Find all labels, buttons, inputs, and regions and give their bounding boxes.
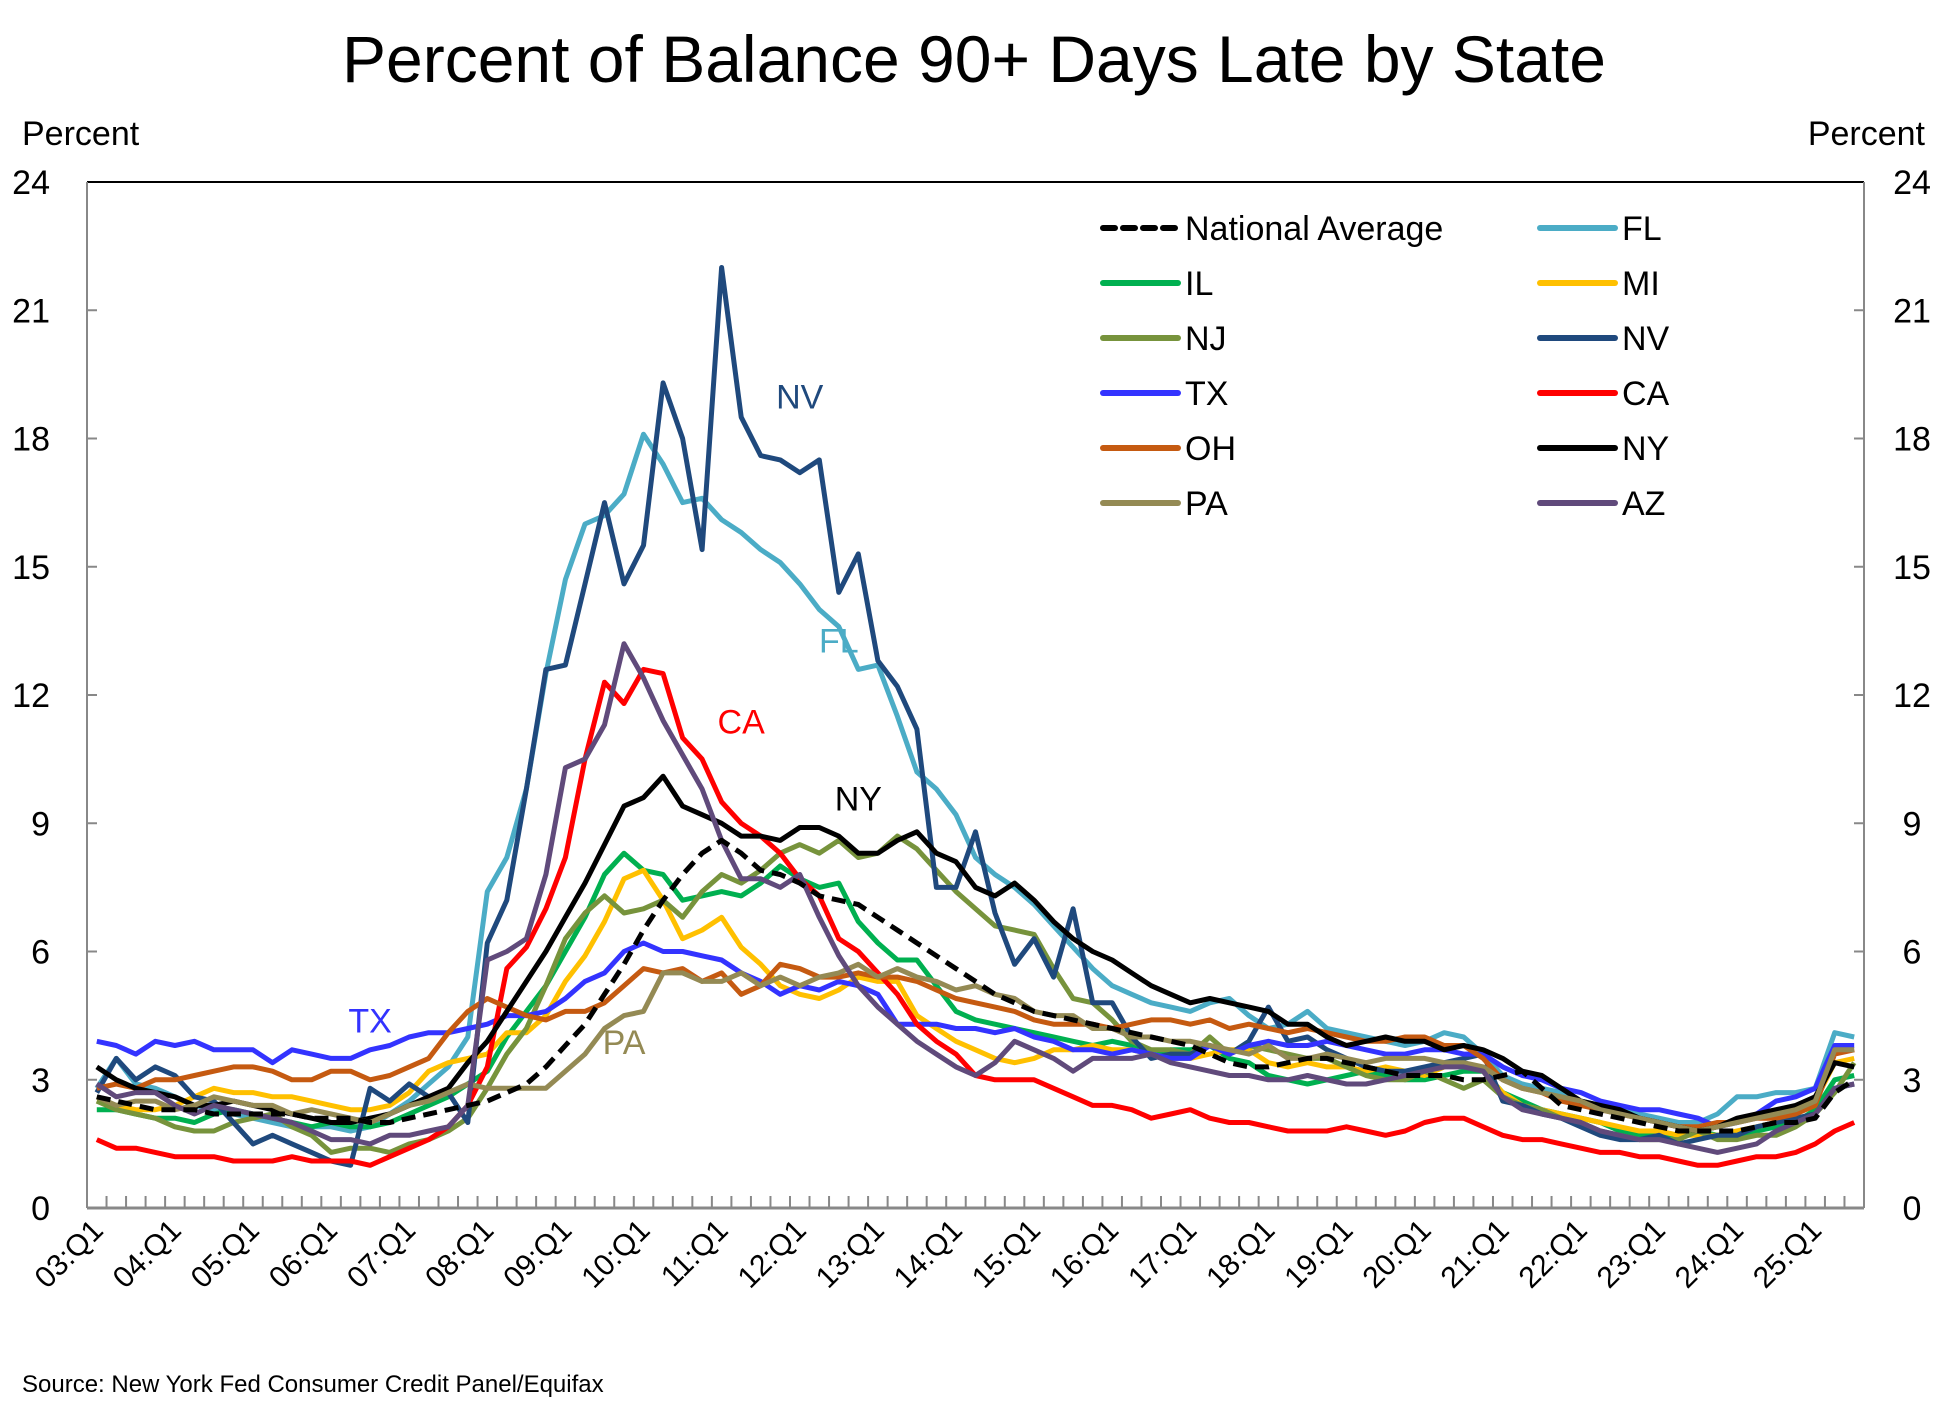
x-tick-label: 04:Q1	[107, 1214, 188, 1295]
legend-item-tx: TX	[1100, 375, 1228, 413]
annotation-nv: NV	[776, 379, 824, 417]
x-tick-label: 08:Q1	[419, 1214, 500, 1295]
y-tick-label-right: 3	[1903, 1062, 1922, 1100]
y-axis-label-left: Percent	[22, 115, 140, 153]
y-axis-label-right: Percent	[1808, 115, 1926, 153]
annotation-ca: CA	[718, 703, 766, 741]
series-line-national-average	[96, 837, 1856, 1134]
x-tick-label: 22:Q1	[1513, 1214, 1594, 1295]
source-note: Source: New York Fed Consumer Credit Pan…	[22, 1371, 604, 1398]
x-tick-label: 21:Q1	[1435, 1214, 1516, 1295]
annotation-pa: PA	[603, 1024, 646, 1062]
legend-label: National Average	[1185, 210, 1443, 248]
x-tick-label: 05:Q1	[185, 1214, 266, 1295]
legend-label: PA	[1185, 485, 1228, 523]
x-tick-label: 10:Q1	[575, 1214, 656, 1295]
x-tick-label: 09:Q1	[497, 1214, 578, 1295]
x-tick-label: 11:Q1	[655, 1214, 735, 1294]
annotation-fl: FL	[819, 622, 859, 660]
legend-label: TX	[1185, 375, 1228, 413]
y-tick-label-left: 12	[12, 677, 50, 715]
legend-item-national-average: National Average	[1100, 210, 1443, 248]
legend-label: MI	[1622, 265, 1660, 303]
legend-item-il: IL	[1100, 265, 1213, 303]
legend-item-oh: OH	[1100, 430, 1236, 468]
x-tick-label: 24:Q1	[1669, 1214, 1750, 1295]
y-tick-label-left: 18	[12, 421, 50, 459]
chart-title: Percent of Balance 90+ Days Late by Stat…	[342, 22, 1606, 96]
y-tick-label-right: 0	[1903, 1190, 1922, 1228]
legend-item-fl: FL	[1537, 210, 1662, 248]
y-tick-label-right: 15	[1893, 549, 1931, 587]
legend-label: NY	[1622, 430, 1669, 468]
x-tick-label: 14:Q1	[888, 1214, 969, 1295]
x-tick-label: 25:Q1	[1747, 1214, 1828, 1295]
legend-item-nj: NJ	[1100, 320, 1227, 358]
y-ticks-right: 0 3 6 9 12 15 18 21 24	[1854, 164, 1931, 1228]
x-tick-label: 16:Q1	[1044, 1214, 1125, 1295]
y-tick-label-left: 9	[31, 805, 50, 843]
series-line-mi	[96, 867, 1855, 1138]
series-layer	[94, 265, 1857, 1168]
x-tick-label: 19:Q1	[1278, 1214, 1359, 1295]
y-tick-label-left: 3	[31, 1062, 50, 1100]
x-tick-label: 20:Q1	[1356, 1214, 1437, 1295]
x-tick-label: 06:Q1	[263, 1214, 344, 1295]
y-tick-label-right: 18	[1893, 421, 1931, 459]
legend-label: NJ	[1185, 320, 1227, 358]
series-annotations: NV FL CA NY TX PA	[348, 379, 882, 1063]
y-tick-label-left: 6	[31, 934, 50, 972]
x-tick-label: 17:Q1	[1122, 1214, 1203, 1295]
y-tick-label-left: 15	[12, 549, 50, 587]
x-tick-label: 15:Q1	[966, 1214, 1047, 1295]
x-tick-label: 23:Q1	[1591, 1214, 1672, 1295]
legend-item-az: AZ	[1537, 485, 1665, 523]
series-line-il	[96, 850, 1855, 1138]
annotation-tx: TX	[348, 1003, 391, 1041]
legend-item-ca: CA	[1537, 375, 1670, 413]
y-tick-label-right: 9	[1903, 805, 1922, 843]
y-ticks-left: 0 3 6 9 12 15 18 21 24	[12, 164, 97, 1228]
y-tick-label-right: 6	[1903, 934, 1922, 972]
legend-label: AZ	[1622, 485, 1665, 523]
legend-item-pa: PA	[1100, 485, 1228, 523]
legend-label: NV	[1622, 320, 1670, 358]
y-tick-label-right: 24	[1893, 164, 1931, 202]
legend-label: CA	[1622, 375, 1670, 413]
x-tick-label: 13:Q1	[810, 1214, 891, 1295]
annotation-ny: NY	[835, 780, 882, 818]
x-tick-label: 12:Q1	[732, 1214, 813, 1295]
y-tick-label-right: 12	[1893, 677, 1931, 715]
legend-item-nv: NV	[1537, 320, 1670, 358]
series-line-oh	[96, 961, 1855, 1130]
legend: National Average IL NJ TX OH PA FL MI NV CA NY AZ	[1100, 210, 1670, 523]
legend-label: FL	[1622, 210, 1662, 248]
legend-label: IL	[1185, 265, 1213, 303]
x-tick-label: 18:Q1	[1200, 1214, 1281, 1295]
x-ticks: 03:Q104:Q105:Q106:Q107:Q108:Q109:Q110:Q1…	[29, 1196, 1846, 1295]
legend-item-mi: MI	[1537, 265, 1660, 303]
y-tick-label-left: 21	[12, 292, 50, 330]
series-line-pa	[95, 961, 1855, 1134]
legend-item-ny: NY	[1537, 430, 1669, 468]
y-tick-label-left: 0	[31, 1190, 50, 1228]
legend-label: OH	[1185, 430, 1236, 468]
series-line-ca	[95, 666, 1856, 1168]
series-line-az	[95, 641, 1855, 1155]
x-tick-label: 07:Q1	[341, 1214, 422, 1295]
y-tick-label-left: 24	[12, 164, 50, 202]
y-tick-label-right: 21	[1893, 292, 1931, 330]
